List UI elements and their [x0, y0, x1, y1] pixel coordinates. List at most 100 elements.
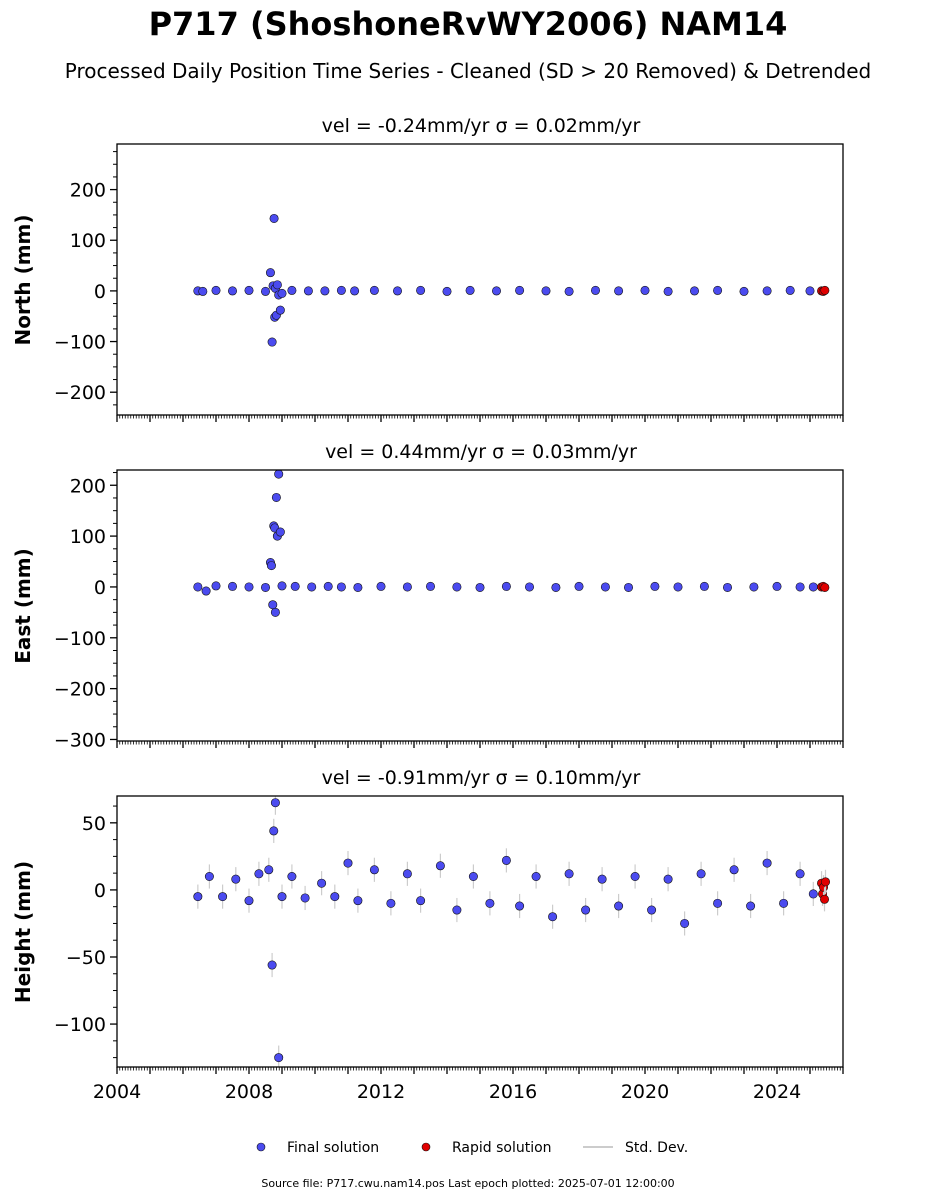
y-tick-label: −100 [54, 1014, 106, 1036]
final-point [350, 286, 360, 296]
final-point [762, 858, 772, 868]
final-point [307, 582, 317, 592]
final-point [231, 874, 241, 884]
y-tick-label: 0 [94, 880, 106, 902]
final-point [785, 285, 795, 295]
north-panel: vel = -0.24mm/yr σ = 0.02mm/yr North (mm… [11, 115, 844, 422]
y-tick-label: 100 [70, 526, 106, 548]
final-series [193, 796, 818, 1067]
final-point [317, 878, 327, 888]
figure-title: P717 (ShoshoneRvWY2006) NAM14 [149, 5, 788, 43]
y-tick-label: 50 [82, 813, 106, 835]
final-point [435, 861, 445, 871]
final-point [287, 871, 297, 881]
x-tick-label: 2004 [93, 1081, 141, 1103]
final-point [275, 527, 285, 537]
final-point [343, 858, 353, 868]
final-point [501, 581, 511, 591]
final-point [277, 581, 287, 591]
final-point [574, 581, 584, 591]
final-point [485, 898, 495, 908]
figure-subtitle: Processed Daily Position Time Series - C… [65, 59, 871, 83]
y-tick-label: 0 [94, 577, 106, 599]
final-point [270, 798, 280, 808]
final-point [564, 869, 574, 879]
east-marks [193, 470, 830, 617]
final-point [228, 286, 238, 296]
plot-frame [116, 469, 844, 742]
final-point [524, 582, 534, 592]
final-series [193, 470, 818, 617]
final-point [272, 280, 282, 290]
rapid-point [821, 877, 831, 887]
final-point [696, 869, 706, 879]
final-point [402, 869, 412, 879]
height-panel: vel = -0.91mm/yr σ = 0.10mm/yr Height (m… [11, 767, 844, 1103]
final-point [680, 918, 690, 928]
legend-rapid-marker [421, 1142, 431, 1152]
final-point [201, 586, 211, 596]
final-point [369, 865, 379, 875]
north-axes: −200 −100 0 100 200 [54, 143, 844, 422]
final-point [369, 285, 379, 295]
final-point [353, 582, 363, 592]
final-point [267, 960, 277, 970]
final-point [468, 871, 478, 881]
final-point [729, 865, 739, 875]
final-point [218, 892, 228, 902]
final-point [590, 285, 600, 295]
y-tick-label: −100 [54, 332, 106, 354]
final-point [260, 582, 270, 592]
east-axes: −300 −200 −100 0 100 200 [54, 469, 844, 751]
rapid-point [820, 582, 830, 592]
final-point [762, 286, 772, 296]
final-point [805, 286, 815, 296]
final-point [614, 901, 624, 911]
x-tick-label: 2012 [357, 1081, 405, 1103]
x-tick-label: 2024 [753, 1081, 801, 1103]
final-point [376, 581, 386, 591]
x-tick-label: 2020 [621, 1081, 669, 1103]
final-point [270, 607, 280, 617]
final-point [501, 855, 511, 865]
height-axes: −100 −50 0 50 2004 2008 2012 2016 2020 2024 [54, 795, 844, 1103]
final-point [271, 492, 281, 502]
final-point [425, 581, 435, 591]
legend-std-label: Std. Dev. [625, 1140, 688, 1156]
final-point [541, 286, 551, 296]
final-point [713, 285, 723, 295]
final-point [274, 470, 284, 479]
north-y-axis-label: North (mm) [11, 214, 35, 345]
final-point [353, 896, 363, 906]
rapid-series [817, 869, 831, 912]
y-tick-label: −200 [54, 679, 106, 701]
final-point [198, 286, 208, 296]
final-point [320, 286, 330, 296]
legend-rapid-label: Rapid solution [452, 1140, 552, 1156]
final-point [663, 874, 673, 884]
final-point [531, 871, 541, 881]
final-point [623, 582, 633, 592]
final-point [515, 901, 525, 911]
y-tick-label: −50 [66, 947, 106, 969]
legend: Final solution Rapid solution Std. Dev. [256, 1140, 688, 1156]
rapid-series [817, 581, 830, 592]
height-panel-title: vel = -0.91mm/yr σ = 0.10mm/yr [322, 767, 641, 789]
final-point [746, 901, 756, 911]
y-tick-label: 0 [94, 281, 106, 303]
final-point [277, 288, 287, 298]
final-point [630, 871, 640, 881]
height-y-axis-label: Height (mm) [11, 861, 35, 1003]
final-point [795, 869, 805, 879]
final-point [330, 892, 340, 902]
north-marks [193, 213, 830, 347]
final-point [265, 268, 275, 278]
final-point [300, 893, 310, 903]
final-point [465, 285, 475, 295]
final-point [808, 889, 818, 899]
final-point [211, 581, 221, 591]
final-point [244, 582, 254, 592]
final-point [269, 213, 279, 223]
final-point [452, 905, 462, 915]
final-point [663, 286, 673, 296]
